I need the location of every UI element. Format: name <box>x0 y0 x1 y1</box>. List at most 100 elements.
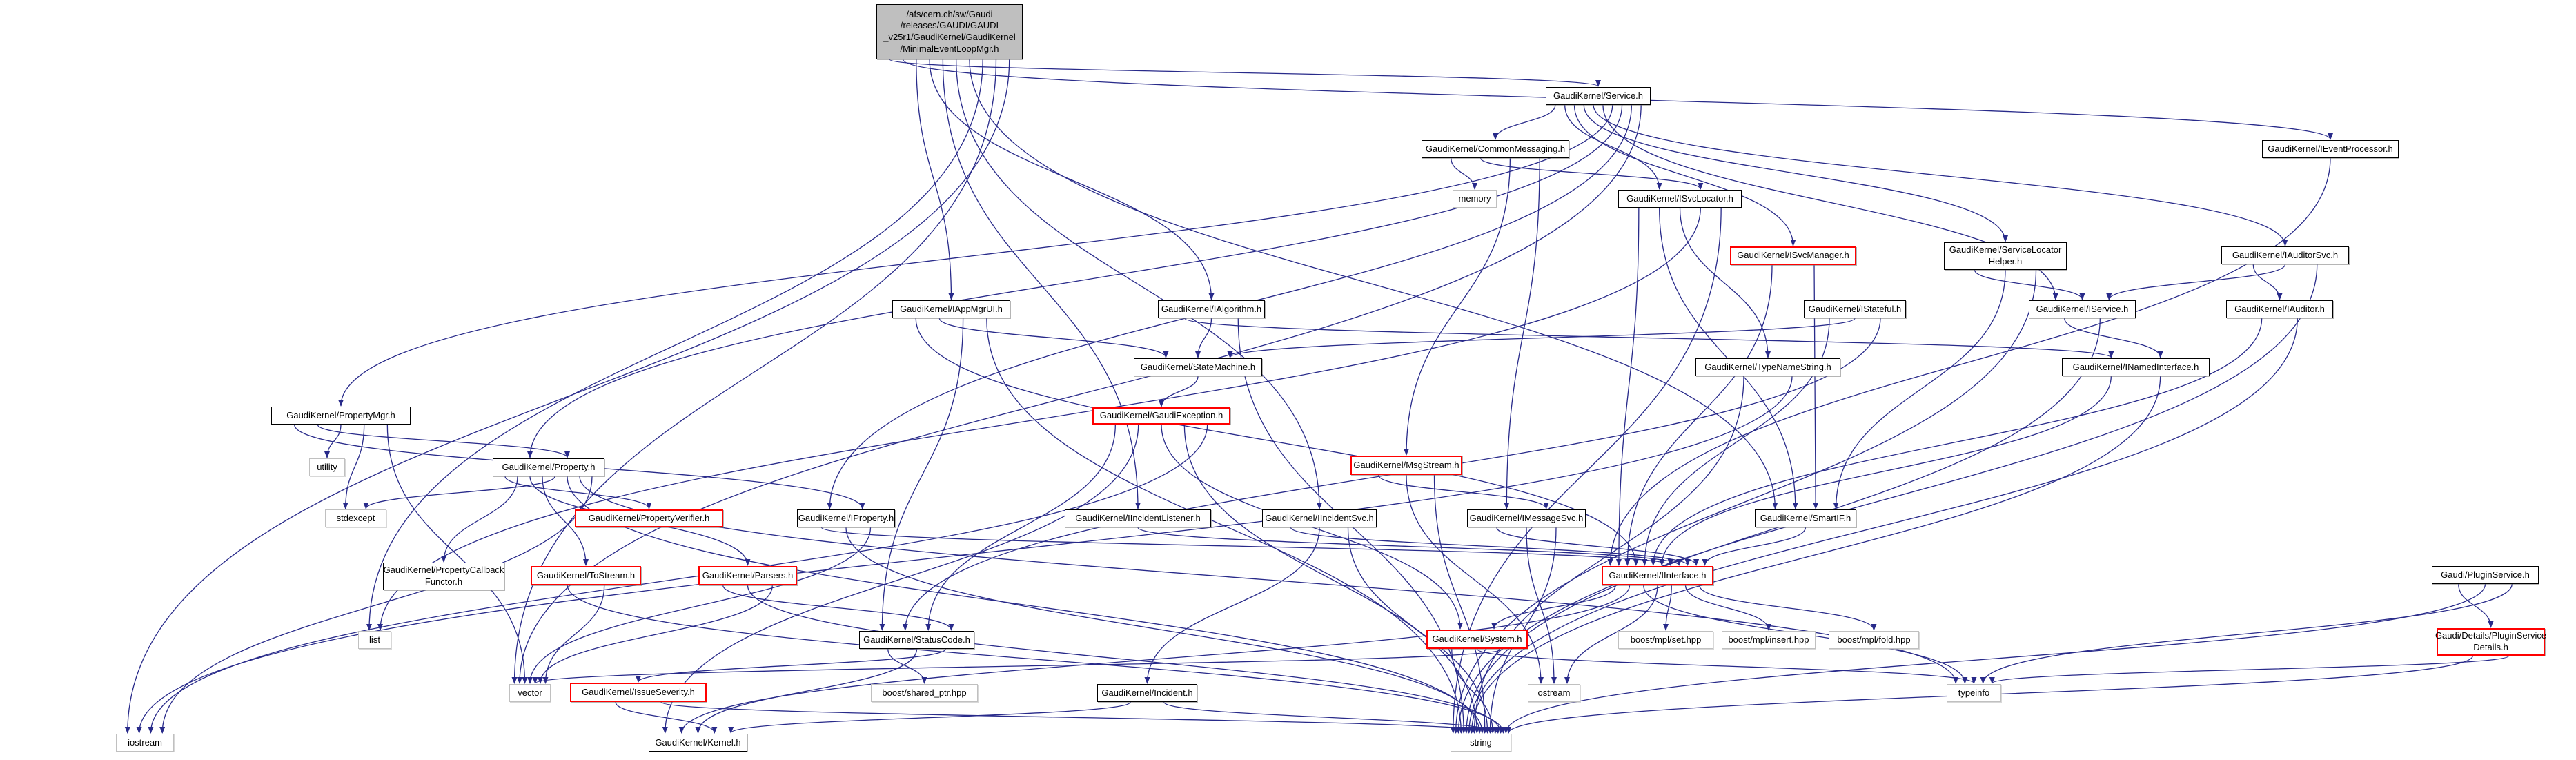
include-edge-property-to-property_callback_functor <box>441 476 518 563</box>
include-edge-gaudi_exception-to-string <box>1183 424 1480 734</box>
node-iauditor[interactable]: GaudiKernel/IAuditor.h <box>2226 300 2333 318</box>
include-edge-system-to-typeinfo <box>1476 648 1977 684</box>
node-property[interactable]: GaudiKernel/Property.h <box>493 458 604 476</box>
include-edge-common_messaging-to-isvclocator <box>1479 157 1704 190</box>
node-msg_stream[interactable]: GaudiKernel/MsgStream.h <box>1350 456 1462 475</box>
include-edge-iinterface-to-mpl_insert <box>1684 585 1771 631</box>
node-type_name_string[interactable]: GaudiKernel/TypeNameString.h <box>1695 358 1840 376</box>
node-system[interactable]: GaudiKernel/System.h <box>1426 630 1528 649</box>
node-shared_ptr[interactable]: boost/shared_ptr.hpp <box>871 684 978 702</box>
node-iinterface[interactable]: GaudiKernel/IInterface.h <box>1602 566 1713 585</box>
include-edge-service-to-isvcmanager <box>1573 104 1796 246</box>
node-iincident_svc[interactable]: GaudiKernel/IIncidentSvc.h <box>1262 509 1377 527</box>
node-incident[interactable]: GaudiKernel/Incident.h <box>1097 684 1197 702</box>
node-istateful[interactable]: GaudiKernel/IStateful.h <box>1804 300 1906 318</box>
include-edge-iproperty-to-iinterface <box>820 527 1673 566</box>
node-ostream[interactable]: ostream <box>1528 684 1580 702</box>
node-plugin_details[interactable]: Gaudi/Details/PluginService Details.h <box>2435 628 2546 656</box>
include-edge-iappmgrui-to-state_machine <box>938 318 1169 358</box>
include-edge-property_mgr-to-utility <box>324 424 342 458</box>
include-edge-service-to-service_locator_helper <box>1583 104 2008 242</box>
node-mpl_insert[interactable]: boost/mpl/insert.hpp <box>1722 631 1816 649</box>
node-iservice[interactable]: GaudiKernel/IService.h <box>2029 300 2136 318</box>
node-mpl_set[interactable]: boost/mpl/set.hpp <box>1618 631 1713 649</box>
include-edge-system-to-vector <box>533 648 1503 684</box>
node-property_mgr[interactable]: GaudiKernel/PropertyMgr.h <box>271 407 411 425</box>
include-edge-property-to-property_verifier <box>504 476 652 509</box>
include-edge-iauditorsvc-to-string <box>1455 264 2318 734</box>
node-vector[interactable]: vector <box>509 684 551 702</box>
include-edge-msg_stream-to-ostream <box>1406 474 1544 684</box>
include-edge-main-to-smartif <box>969 59 1778 509</box>
include-edge-inamed_interface-to-iinterface <box>1659 376 2112 566</box>
node-property_verifier[interactable]: GaudiKernel/PropertyVerifier.h <box>575 509 723 527</box>
node-isvclocator[interactable]: GaudiKernel/ISvcLocator.h <box>1618 190 1742 208</box>
node-common_messaging[interactable]: GaudiKernel/CommonMessaging.h <box>1422 140 1569 158</box>
include-edge-iservice-to-inamed_interface <box>2064 318 2163 358</box>
node-memory[interactable]: memory <box>1453 190 1497 208</box>
node-iappmgrui[interactable]: GaudiKernel/IAppMgrUI.h <box>892 300 1010 318</box>
include-edge-common_messaging-to-imessage_svc <box>1504 157 1540 509</box>
node-status_code[interactable]: GaudiKernel/StatusCode.h <box>859 631 974 649</box>
include-edge-property_mgr-to-property <box>317 424 570 458</box>
include-edge-isvclocator-to-string <box>1450 207 1722 734</box>
include-edge-iappmgrui-to-iinterface <box>915 318 1639 566</box>
include-edge-iappmgrui-to-status_code <box>879 318 964 631</box>
node-service[interactable]: GaudiKernel/Service.h <box>1546 87 1651 105</box>
node-typeinfo[interactable]: typeinfo <box>1947 684 2001 702</box>
node-isvcmanager[interactable]: GaudiKernel/ISvcManager.h <box>1730 246 1856 265</box>
include-edge-iproperty-to-vector <box>527 527 872 684</box>
node-smartif[interactable]: GaudiKernel/SmartIF.h <box>1755 509 1856 527</box>
node-service_locator_helper[interactable]: GaudiKernel/ServiceLocator Helper.h <box>1944 242 2067 270</box>
include-edge-property-to-iostream <box>159 476 593 734</box>
include-edge-msg_stream-to-string <box>1433 474 1488 734</box>
node-issue_severity[interactable]: GaudiKernel/IssueSeverity.h <box>570 683 707 702</box>
include-edge-isvclocator-to-type_name_string <box>1679 207 1771 358</box>
include-edge-main-to-list <box>366 59 983 631</box>
include-edge-ievent_processor-to-iinterface <box>1607 157 2331 566</box>
include-edge-parsers-to-status_code <box>722 585 954 631</box>
node-imessage_svc[interactable]: GaudiKernel/IMessageSvc.h <box>1467 509 1586 527</box>
node-iostream[interactable]: iostream <box>116 734 174 752</box>
node-utility[interactable]: utility <box>309 458 345 476</box>
include-edge-property-to-tostream <box>542 476 589 566</box>
node-gaudi_exception[interactable]: GaudiKernel/GaudiException.h <box>1092 407 1230 425</box>
node-iauditorsvc[interactable]: GaudiKernel/IAuditorSvc.h <box>2221 246 2349 264</box>
include-edge-main-to-ialgorithm <box>929 59 1215 300</box>
include-edge-imessage_svc-to-ostream <box>1526 527 1557 684</box>
node-iincident_listener[interactable]: GaudiKernel/IIncidentListener.h <box>1065 509 1211 527</box>
node-plugin_service[interactable]: Gaudi/PluginService.h <box>2432 566 2539 584</box>
include-edge-iauditorsvc-to-iservice <box>2106 264 2286 300</box>
include-edge-property-to-stdexcept <box>363 476 555 509</box>
include-edge-msg_stream-to-imessage_svc <box>1377 474 1549 509</box>
include-edge-iauditor-to-string <box>1466 318 2298 734</box>
node-mpl_fold[interactable]: boost/mpl/fold.hpp <box>1829 631 1919 649</box>
include-edge-tostream-to-vector <box>542 585 605 684</box>
include-edge-status_code-to-shared_ptr <box>887 648 927 684</box>
include-edge-service_locator_helper-to-string <box>1453 269 2037 734</box>
include-edge-imessage_svc-to-iinterface <box>1496 527 1699 566</box>
node-ievent_processor[interactable]: GaudiKernel/IEventProcessor.h <box>2262 140 2399 158</box>
node-ialgorithm[interactable]: GaudiKernel/IAlgorithm.h <box>1158 300 1265 318</box>
include-edge-smartif-to-iinterface <box>1702 527 1807 566</box>
node-inamed_interface[interactable]: GaudiKernel/INamedInterface.h <box>2062 358 2210 376</box>
node-string[interactable]: string <box>1451 734 1511 752</box>
node-property_callback_functor[interactable]: GaudiKernel/PropertyCallback Functor.h <box>383 563 504 590</box>
include-edge-main-to-iappmgrui <box>916 59 954 300</box>
node-iproperty[interactable]: GaudiKernel/IProperty.h <box>797 509 895 527</box>
include-edge-iincident_svc-to-incident <box>1144 527 1320 684</box>
include-edge-main-to-iincident_listener <box>942 59 1141 509</box>
include-edge-main-to-vector <box>511 59 997 684</box>
node-list[interactable]: list <box>358 631 391 649</box>
include-edge-plugin_service-to-string <box>1503 583 2486 734</box>
include-edge-iinterface-to-mpl_fold <box>1699 585 1877 631</box>
node-stdexcept[interactable]: stdexcept <box>325 509 386 527</box>
include-edge-state_machine-to-gaudi_exception <box>1159 376 1199 407</box>
include-edge-parsers-to-string <box>747 585 1504 734</box>
node-tostream[interactable]: GaudiKernel/ToStream.h <box>531 566 641 585</box>
node-kernel[interactable]: GaudiKernel/Kernel.h <box>649 734 747 752</box>
include-edge-iinterface-to-mpl_set <box>1663 585 1672 631</box>
node-parsers[interactable]: GaudiKernel/Parsers.h <box>698 566 797 585</box>
node-state_machine[interactable]: GaudiKernel/StateMachine.h <box>1134 358 1262 376</box>
